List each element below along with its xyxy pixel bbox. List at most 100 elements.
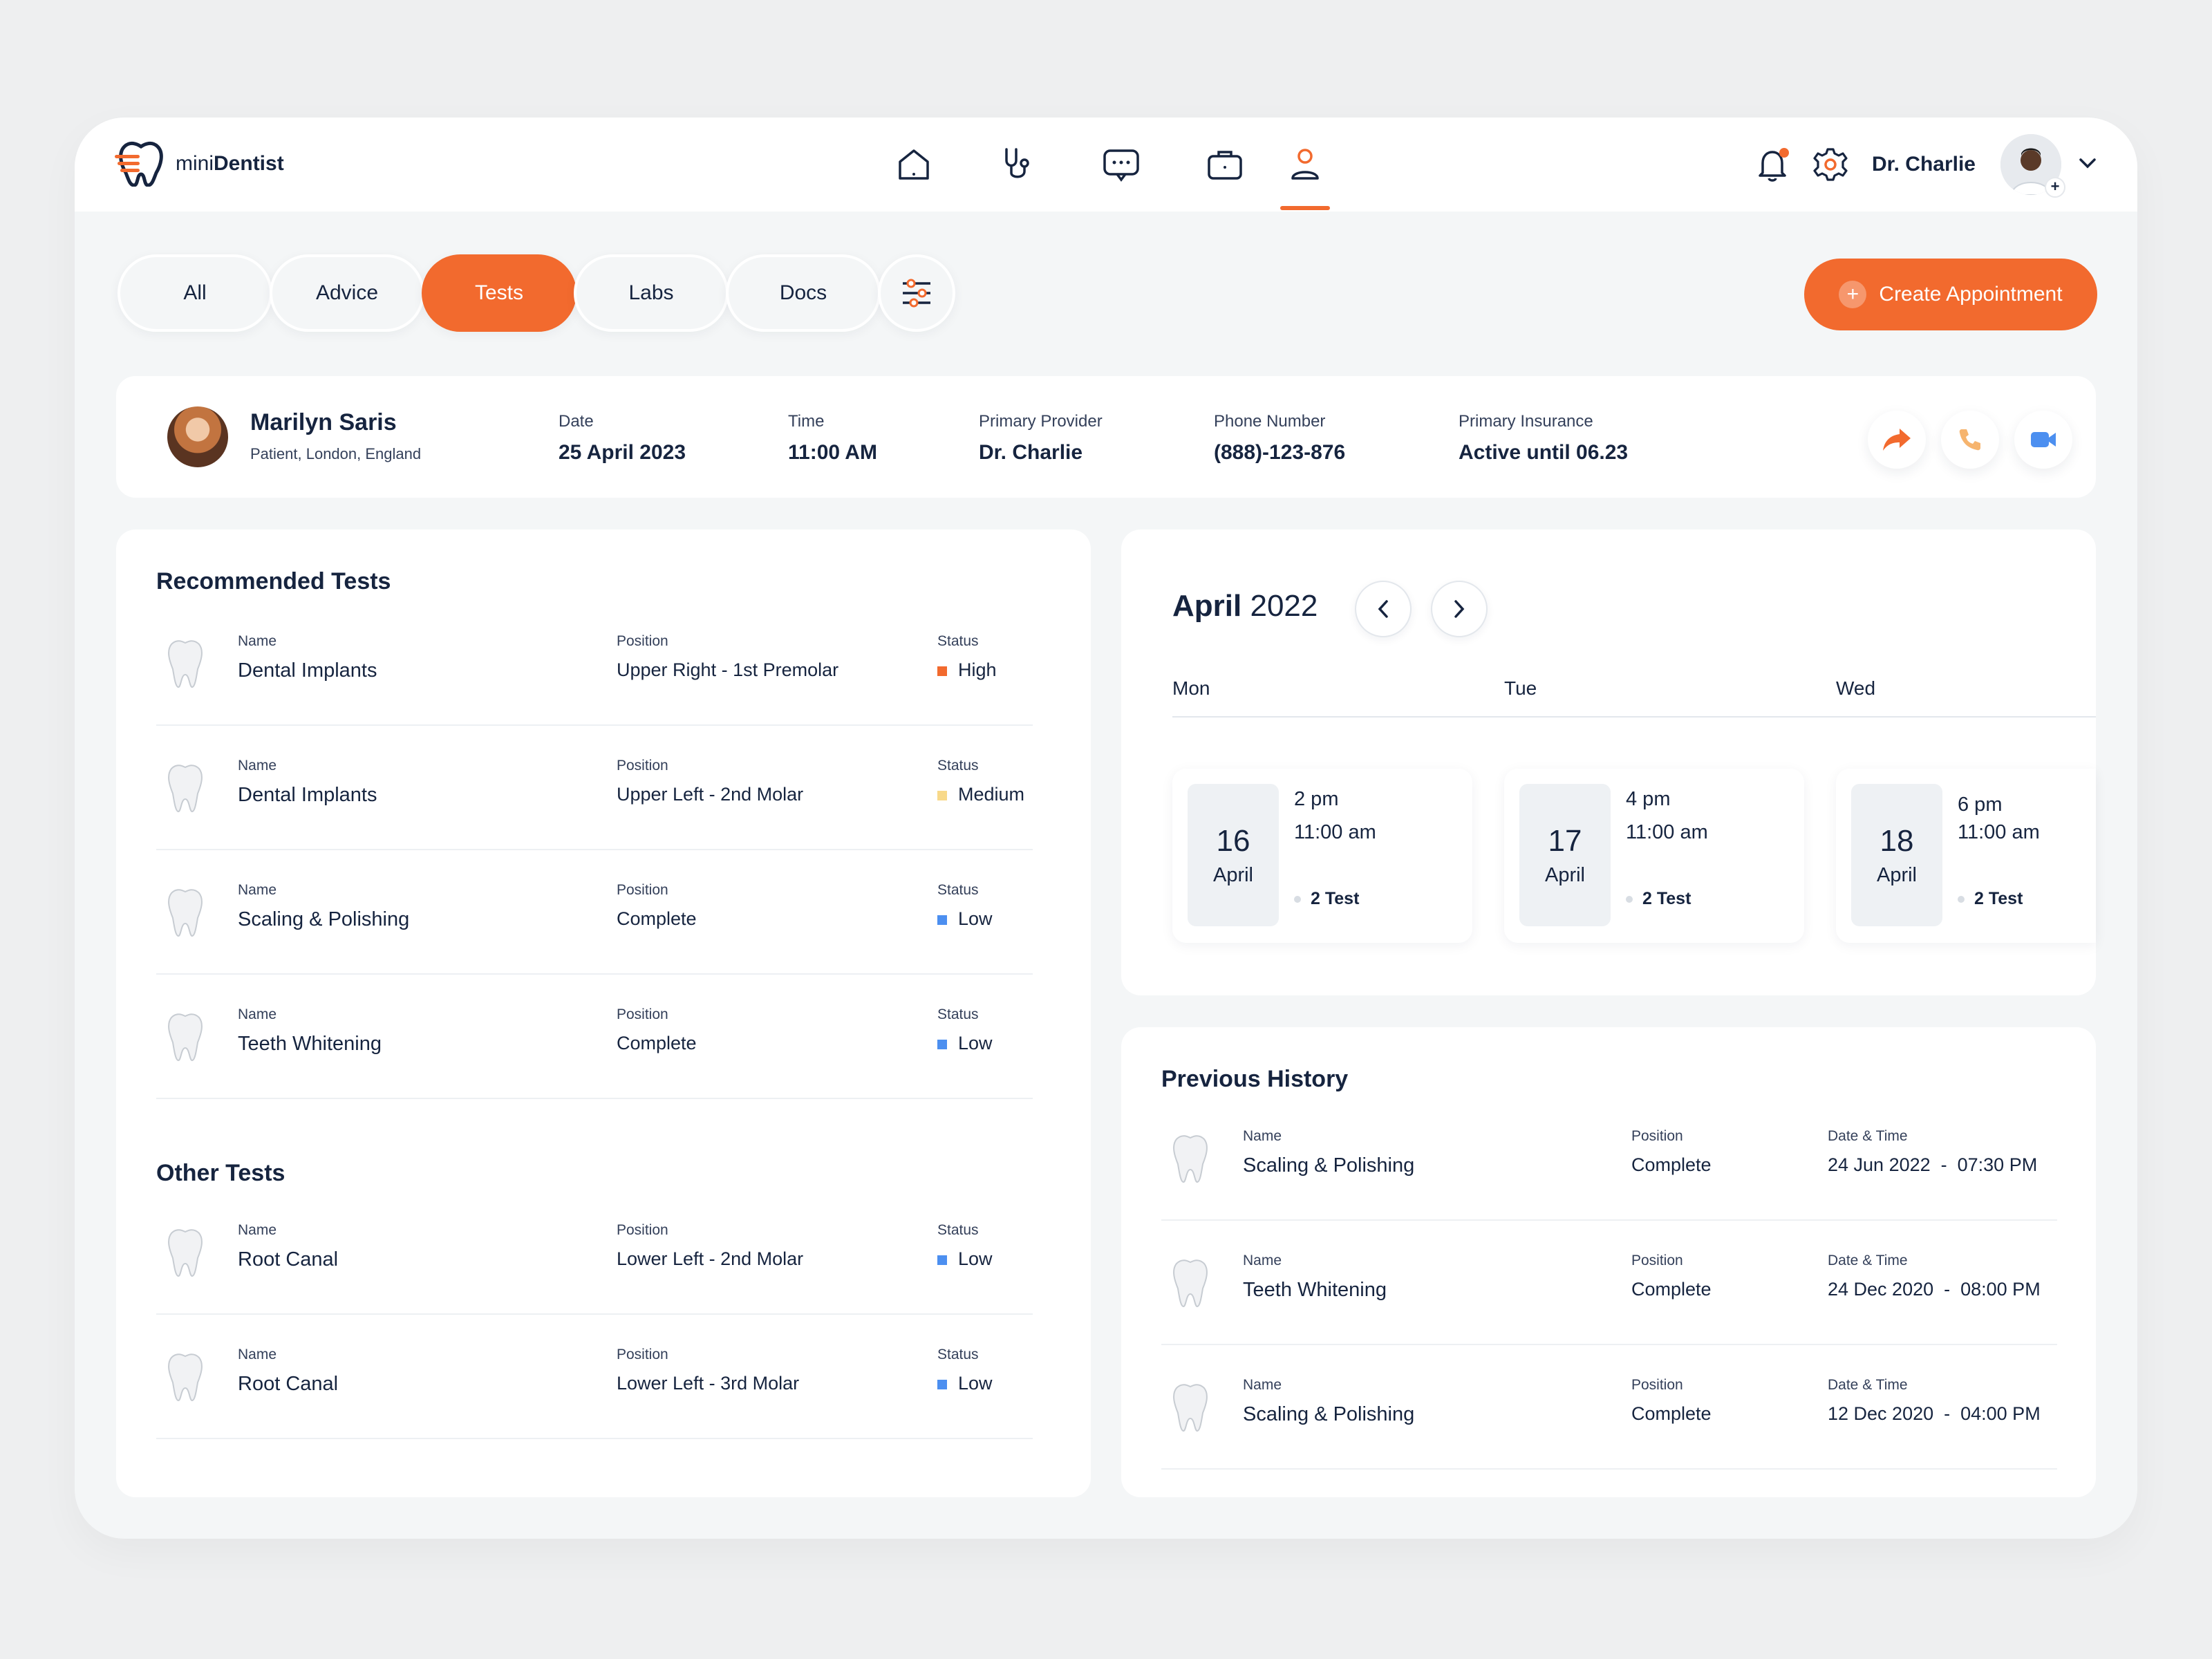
user-icon[interactable] bbox=[1283, 142, 1327, 187]
plus-icon: + bbox=[1839, 281, 1867, 308]
gear-icon[interactable] bbox=[1812, 147, 1848, 182]
slot-test-count: 2 Test bbox=[1958, 889, 2023, 909]
field-date: Date 25 April 2023 bbox=[559, 412, 686, 464]
slot-time-secondary: 11:00 am bbox=[1958, 821, 2040, 843]
table-row[interactable]: Name Scaling & Polishing Position Complete… bbox=[156, 850, 1033, 975]
status-badge: Low bbox=[937, 908, 993, 930]
create-appointment-label: Create Appointment bbox=[1879, 283, 2063, 306]
chevron-down-icon[interactable] bbox=[2078, 156, 2097, 174]
test-name: Dental Implants bbox=[238, 659, 377, 682]
status-badge: Low bbox=[937, 1373, 993, 1394]
recommended-tests-title: Recommended Tests bbox=[156, 568, 391, 594]
test-position: Lower Left - 3rd Molar bbox=[617, 1373, 800, 1394]
create-appointment-button[interactable]: + Create Appointment bbox=[1804, 259, 2097, 330]
history-row[interactable]: Name Teeth Whitening Position Complete Dat… bbox=[1161, 1221, 2057, 1345]
top-bar: miniDentist Dr. Charlie bbox=[75, 118, 2137, 212]
test-name: Root Canal bbox=[238, 1373, 339, 1395]
bell-icon[interactable] bbox=[1754, 147, 1790, 182]
slot-date: 17 April bbox=[1519, 784, 1611, 926]
add-icon[interactable]: + bbox=[2045, 177, 2065, 198]
slot-test-count: 2 Test bbox=[1294, 889, 1359, 909]
calendar-panel: April 2022 Mon Tue Wed 16 April 2 pm 11:0… bbox=[1121, 529, 2096, 995]
patient-subtitle: Patient, London, England bbox=[250, 445, 422, 462]
tooth-icon bbox=[168, 765, 203, 813]
status-badge: Medium bbox=[937, 784, 1024, 805]
table-row[interactable]: Name Teeth Whitening Position Complete Sta… bbox=[156, 975, 1033, 1099]
slot-date: 18 April bbox=[1851, 784, 1942, 926]
tooth-icon bbox=[1173, 1259, 1208, 1308]
chat-icon[interactable] bbox=[1099, 142, 1143, 187]
day-header-mon: Mon bbox=[1172, 677, 1210, 699]
tests-panel: Recommended Tests Name Dental Implants Po… bbox=[116, 529, 1091, 1497]
status-badge: Low bbox=[937, 1248, 993, 1270]
test-name: Dental Implants bbox=[238, 784, 377, 806]
slot-time-secondary: 11:00 am bbox=[1294, 821, 1376, 843]
history-position: Complete bbox=[1631, 1403, 1712, 1424]
share-arrow-icon bbox=[1883, 429, 1911, 451]
appointment-slot[interactable]: 17 April 4 pm 11:00 am 2 Test bbox=[1504, 769, 1804, 943]
history-row[interactable]: Name Scaling & Polishing Position Complete… bbox=[1161, 1096, 2057, 1221]
tooth-icon bbox=[168, 1353, 203, 1402]
status-badge: Low bbox=[937, 1033, 993, 1054]
video-icon bbox=[2031, 432, 2056, 447]
slot-date: 16 April bbox=[1188, 784, 1279, 926]
notification-dot bbox=[1779, 148, 1789, 158]
phone-icon bbox=[1959, 429, 1980, 451]
tooth-icon bbox=[168, 889, 203, 937]
appointment-slot[interactable]: 18 April 6 pm 11:00 am 2 Test bbox=[1836, 769, 2096, 943]
patient-name: Marilyn Saris bbox=[250, 409, 397, 435]
chevron-left-icon bbox=[1378, 600, 1388, 618]
home-icon[interactable] bbox=[892, 142, 936, 187]
tooth-icon bbox=[168, 640, 203, 688]
appointment-slot[interactable]: 16 April 2 pm 11:00 am 2 Test bbox=[1172, 769, 1472, 943]
history-datetime: 24 Dec 2020 - 08:00 PM bbox=[1828, 1279, 2041, 1300]
history-name: Scaling & Polishing bbox=[1243, 1154, 1415, 1177]
share-button[interactable] bbox=[1868, 411, 1926, 469]
previous-history-title: Previous History bbox=[1161, 1066, 1349, 1092]
logo-text: miniDentist bbox=[176, 152, 284, 175]
field-time: Time 11:00 AM bbox=[788, 412, 877, 464]
table-row[interactable]: Name Dental Implants Position Upper Right … bbox=[156, 601, 1033, 726]
history-position: Complete bbox=[1631, 1154, 1712, 1175]
history-name: Teeth Whitening bbox=[1243, 1279, 1387, 1301]
doctor-avatar[interactable]: + bbox=[2000, 134, 2065, 198]
tab-labs[interactable]: Labs bbox=[574, 254, 729, 332]
tooth-icon bbox=[1173, 1384, 1208, 1432]
chevron-right-icon bbox=[1454, 600, 1465, 618]
test-name: Root Canal bbox=[238, 1248, 339, 1271]
filter-button[interactable] bbox=[878, 254, 955, 332]
history-datetime: 12 Dec 2020 - 04:00 PM bbox=[1828, 1403, 2041, 1424]
tab-advice[interactable]: Advice bbox=[270, 254, 424, 332]
tooth-icon bbox=[1173, 1135, 1208, 1183]
call-button[interactable] bbox=[1941, 411, 1999, 469]
history-name: Scaling & Polishing bbox=[1243, 1403, 1415, 1425]
video-call-button[interactable] bbox=[2014, 411, 2072, 469]
logo[interactable]: miniDentist bbox=[115, 141, 284, 187]
calendar-divider bbox=[1172, 716, 2096, 718]
field-phone: Phone Number (888)-123-876 bbox=[1214, 412, 1346, 464]
tooth-logo-icon bbox=[115, 141, 163, 187]
test-position: Upper Left - 2nd Molar bbox=[617, 784, 804, 805]
slot-time: 6 pm bbox=[1958, 794, 2003, 816]
active-nav-indicator bbox=[1280, 206, 1330, 210]
table-row[interactable]: Name Dental Implants Position Upper Left -… bbox=[156, 726, 1033, 850]
tooth-icon bbox=[168, 1229, 203, 1277]
tab-docs[interactable]: Docs bbox=[726, 254, 881, 332]
sliders-icon bbox=[903, 279, 930, 308]
next-month-button[interactable] bbox=[1431, 581, 1488, 637]
history-row[interactable]: Name Scaling & Polishing Position Complete… bbox=[1161, 1345, 2057, 1470]
test-position: Lower Left - 2nd Molar bbox=[617, 1248, 804, 1269]
prev-month-button[interactable] bbox=[1355, 581, 1412, 637]
briefcase-icon[interactable] bbox=[1203, 142, 1247, 187]
history-position: Complete bbox=[1631, 1279, 1712, 1300]
user-name[interactable]: Dr. Charlie bbox=[1871, 153, 1976, 176]
tab-tests[interactable]: Tests bbox=[422, 254, 577, 332]
table-row[interactable]: Name Root Canal Position Lower Left - 3rd … bbox=[156, 1315, 1033, 1439]
tab-all[interactable]: All bbox=[118, 254, 272, 332]
field-insurance: Primary Insurance Active until 06.23 bbox=[1459, 412, 1629, 464]
day-header-tue: Tue bbox=[1504, 677, 1537, 699]
table-row[interactable]: Name Root Canal Position Lower Left - 2nd … bbox=[156, 1190, 1033, 1315]
stethoscope-icon[interactable] bbox=[995, 142, 1040, 187]
app-window: miniDentist Dr. Charlie bbox=[75, 118, 2137, 1539]
user-area: Dr. Charlie + bbox=[1754, 134, 2097, 198]
